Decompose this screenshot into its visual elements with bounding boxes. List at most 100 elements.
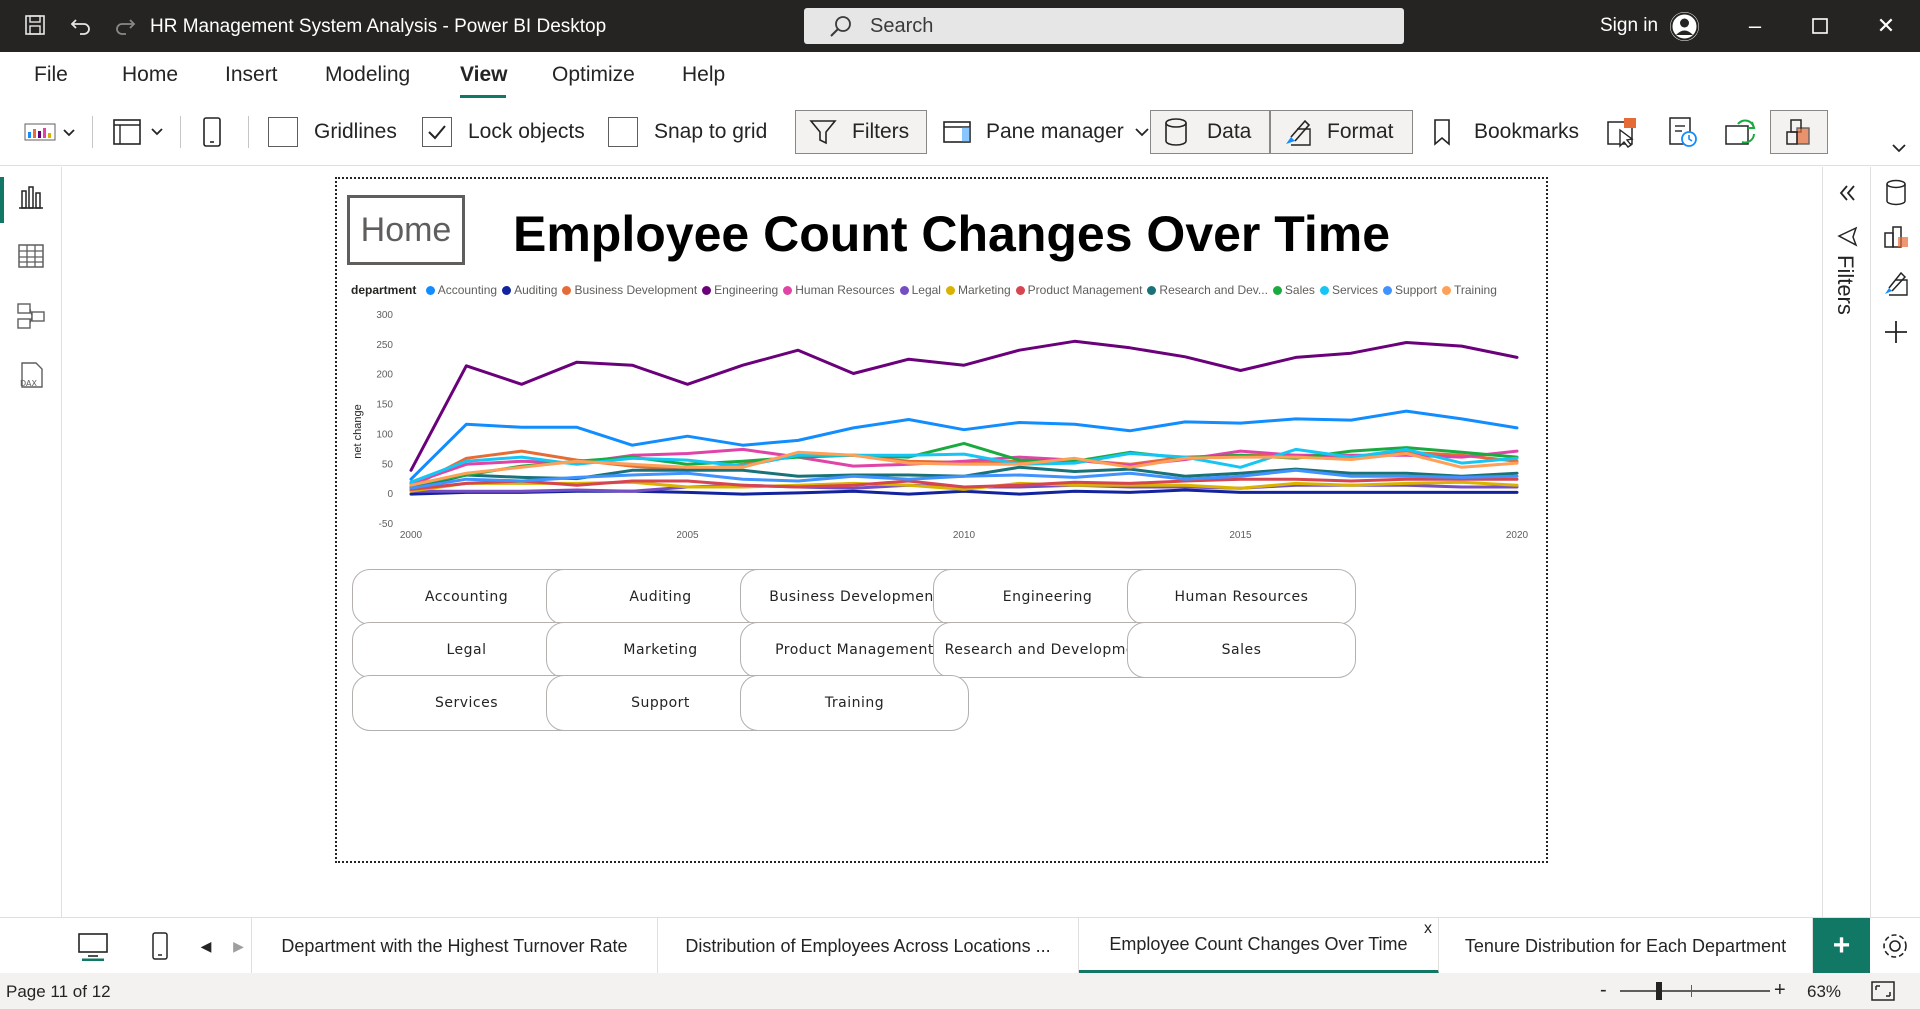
format-brush-icon[interactable] (1882, 269, 1910, 297)
themes-dropdown[interactable] (24, 110, 78, 154)
legend-item[interactable]: Sales (1272, 283, 1315, 297)
slicer-button-legal[interactable]: Legal (352, 622, 581, 678)
mobile-layout-button[interactable] (140, 918, 180, 974)
ribbon-divider (180, 116, 181, 148)
slicer-button-auditing[interactable]: Auditing (546, 569, 775, 625)
slicer-button-sales[interactable]: Sales (1127, 622, 1356, 678)
menu-file[interactable]: File (34, 63, 68, 86)
pane-manager-dropdown[interactable]: Pane manager (942, 110, 1152, 154)
lock-objects-toggle[interactable]: Lock objects (422, 110, 585, 154)
slicer-button-marketing[interactable]: Marketing (546, 622, 775, 678)
selection-pane-button[interactable] (1606, 110, 1638, 154)
legend-label: Business Development (574, 283, 698, 297)
gridlines-toggle[interactable]: Gridlines (268, 110, 397, 154)
page-indicator: Page 11 of 12 (6, 982, 111, 1001)
menu-optimize[interactable]: Optimize (552, 63, 635, 86)
snap-to-grid-checkbox[interactable] (608, 117, 638, 147)
legend-item[interactable]: Engineering (702, 283, 778, 297)
data-label: Data (1207, 120, 1252, 143)
legend-label: Sales (1284, 283, 1315, 297)
slicer-button-training[interactable]: Training (740, 675, 969, 731)
bookmarks-pane-button[interactable]: Bookmarks (1430, 110, 1579, 154)
slicer-button-services[interactable]: Services (352, 675, 581, 731)
legend-item[interactable]: Marketing (945, 283, 1011, 297)
legend-item[interactable]: Human Resources (783, 283, 895, 297)
desktop-layout-button[interactable] (62, 918, 124, 974)
slicer-button-support[interactable]: Support (546, 675, 775, 731)
legend-item[interactable]: Services (1319, 283, 1378, 297)
close-icon[interactable]: ✕ (1876, 13, 1896, 38)
maximize-icon[interactable] (1800, 10, 1840, 42)
slicer-button-accounting[interactable]: Accounting (352, 569, 581, 625)
legend-item[interactable]: Product Management (1015, 283, 1142, 297)
slicer-button-engineering[interactable]: Engineering (933, 569, 1162, 625)
home-button[interactable]: Home (347, 195, 465, 265)
legend-label: Human Resources (795, 283, 895, 297)
undo-icon[interactable] (68, 12, 94, 38)
format-pane-button[interactable]: Format (1270, 110, 1413, 154)
minimize-icon[interactable]: – (1748, 13, 1762, 38)
legend-item[interactable]: Research and Dev... (1147, 283, 1268, 297)
filters-pane-label[interactable]: Filters (1833, 255, 1858, 315)
redo-icon[interactable] (112, 12, 138, 38)
add-page-button[interactable]: + (1813, 918, 1870, 974)
legend-item[interactable]: Training (1441, 283, 1497, 297)
model-view-icon[interactable] (16, 301, 46, 331)
data-pane-button[interactable]: Data (1150, 110, 1270, 154)
y-tick-label: 150 (376, 400, 393, 411)
collapse-double-chevron-icon[interactable] (1835, 181, 1859, 205)
close-tab-button[interactable]: x (1424, 920, 1432, 937)
save-icon[interactable] (22, 12, 48, 38)
gridlines-checkbox[interactable] (268, 117, 298, 147)
legend-item[interactable]: Business Development (562, 283, 697, 297)
tab-employee-count-changes[interactable]: Employee Count Changes Over Time x (1079, 918, 1439, 974)
slicer-button-research-and-development[interactable]: Research and Development (933, 622, 1162, 678)
zoom-level[interactable]: 63% (1807, 982, 1842, 1001)
sign-in-link[interactable]: Sign in (1600, 15, 1659, 36)
zoom-out-button[interactable]: - (1600, 979, 1607, 1001)
fit-page-icon[interactable] (1870, 978, 1896, 1004)
menu-home[interactable]: Home (122, 63, 179, 86)
snap-to-grid-toggle[interactable]: Snap to grid (608, 110, 767, 154)
menu-view[interactable]: View (460, 63, 508, 86)
visualizations-icon[interactable] (1882, 223, 1910, 251)
layer-order-button[interactable] (1770, 110, 1828, 154)
legend-item[interactable]: Accounting (425, 283, 497, 297)
report-view-icon[interactable] (16, 181, 46, 211)
database-icon[interactable] (1884, 179, 1908, 207)
gridlines-label: Gridlines (314, 120, 397, 143)
dax-query-icon[interactable]: DAX (16, 361, 46, 391)
scroll-tabs-left-button[interactable]: ◀ (200, 937, 212, 954)
legend-item[interactable]: Legal (899, 283, 941, 297)
lock-objects-checkbox[interactable] (422, 117, 452, 147)
performance-analyzer-button[interactable] (1666, 110, 1698, 154)
slicer-button-product-management[interactable]: Product Management (740, 622, 969, 678)
legend-item[interactable]: Support (1382, 283, 1437, 297)
legend-dot (702, 286, 712, 295)
slicer-button-business-development[interactable]: Business Development (740, 569, 969, 625)
sync-slicers-button[interactable] (1724, 110, 1758, 154)
slicer-button-human-resources[interactable]: Human Resources (1127, 569, 1356, 625)
user-icon[interactable] (1670, 12, 1699, 41)
menu-help[interactable]: Help (682, 63, 726, 86)
tab-employee-locations[interactable]: Distribution of Employees Across Locatio… (658, 918, 1079, 974)
add-pane-icon[interactable] (1883, 319, 1909, 345)
menu-insert[interactable]: Insert (225, 63, 278, 86)
tab-turnover-rate[interactable]: Department with the Highest Turnover Rat… (252, 918, 658, 974)
zoom-slider-thumb[interactable] (1656, 982, 1662, 1000)
line-chart[interactable]: 300 250 200 150 100 50 0 -50 2000 2005 2010 2015 202… (337, 301, 1546, 541)
zoom-slider-track[interactable] (1620, 990, 1770, 992)
scroll-tabs-right-button[interactable]: ▶ (226, 918, 252, 974)
svg-text:DAX: DAX (20, 379, 37, 388)
tab-tenure-distribution[interactable]: Tenure Distribution for Each Department (1439, 918, 1813, 974)
legend-item[interactable]: Auditing (502, 283, 557, 297)
mobile-layout-button[interactable] (200, 110, 224, 154)
ribbon-collapse-button[interactable] (1890, 138, 1908, 158)
search-box[interactable]: Search (804, 8, 1404, 44)
zoom-in-button[interactable]: + (1774, 979, 1786, 1001)
table-view-icon[interactable] (16, 241, 46, 271)
filters-pane-button[interactable]: Filters (795, 110, 927, 154)
menu-modeling[interactable]: Modeling (325, 63, 411, 86)
settings-button[interactable] (1870, 918, 1920, 974)
page-view-dropdown[interactable] (112, 110, 168, 154)
